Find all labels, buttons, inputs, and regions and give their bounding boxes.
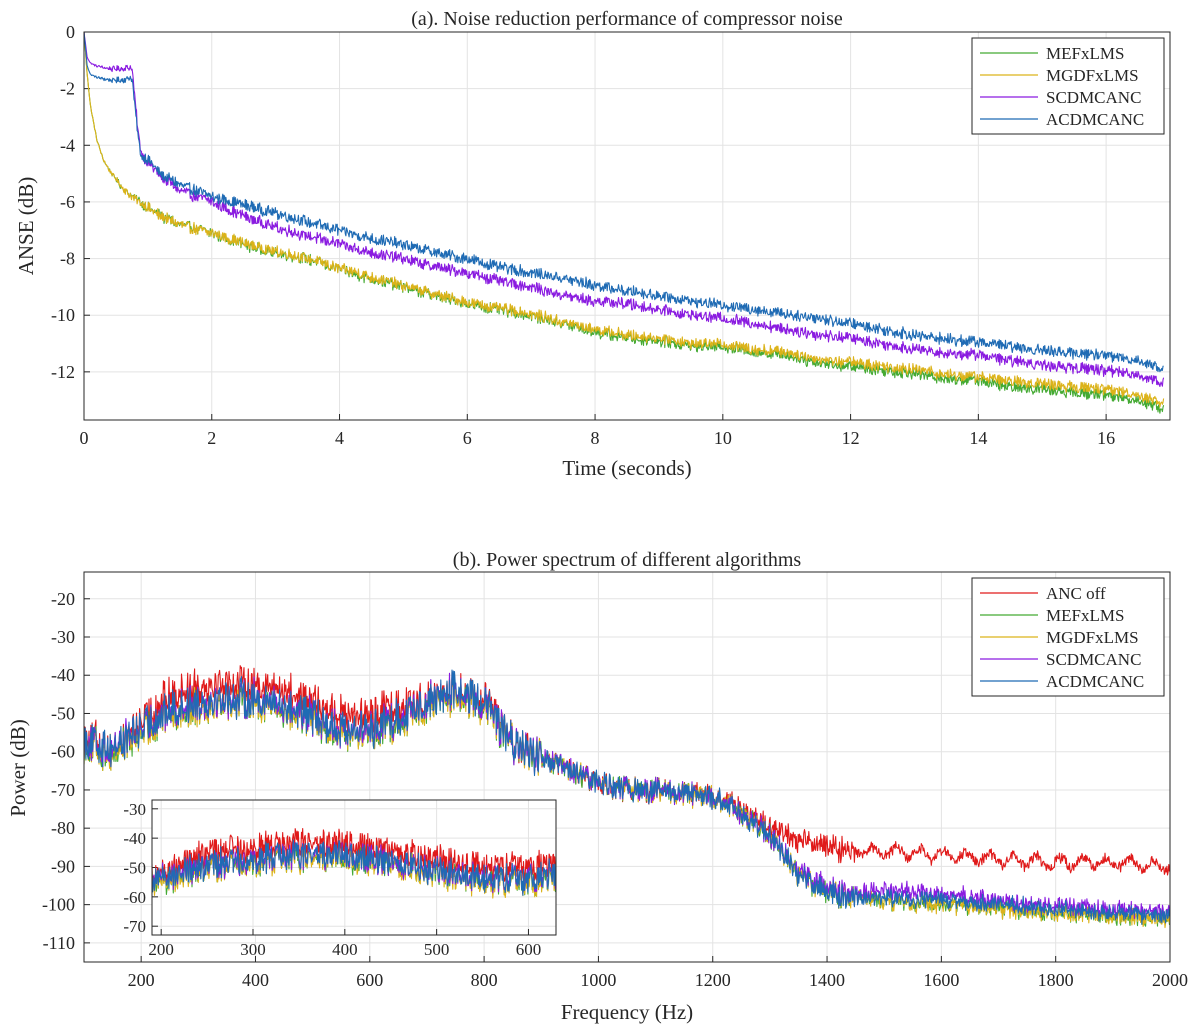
chart-b-tick-label-x: 800: [471, 970, 498, 990]
chart-a-legend-label: ACDMCANC: [1046, 110, 1144, 129]
chart-b-tick-label-x: 1000: [580, 970, 616, 990]
chart-b-legend-label: ANC off: [1046, 584, 1106, 603]
chart-a-tick-label-x: 0: [80, 428, 89, 448]
chart-a-legend-label: MGDFxLMS: [1046, 66, 1139, 85]
chart-b-tick-label-x: 1400: [809, 970, 845, 990]
chart-b-legend-label: SCDMCANC: [1046, 650, 1141, 669]
chart-a-series-line: [84, 32, 1165, 388]
chart-a-tick-label-y: -2: [60, 79, 75, 99]
inset-axes-box: [151, 799, 557, 936]
chart-a-tick-label-x: 10: [714, 428, 732, 448]
chart-a-tick-label-x: 8: [591, 428, 600, 448]
chart-a-tick-label-y: -6: [60, 192, 75, 212]
chart-a-series-group: [84, 32, 1165, 414]
inset-tick-label-y: -50: [123, 859, 146, 878]
chart-b-tick-label-y: -40: [51, 665, 75, 685]
chart-b-tick-label-x: 1200: [695, 970, 731, 990]
chart-b-tick-label-y: -60: [51, 742, 75, 762]
chart-a-title: (a). Noise reduction performance of comp…: [411, 8, 843, 30]
chart-b-tick-label-x: 1800: [1038, 970, 1074, 990]
inset-tick-label-y: -60: [123, 888, 146, 907]
inset-series-line: [152, 839, 556, 896]
inset-tick-label-y: -30: [123, 800, 146, 819]
inset-chart: 200 300 400 500 600 -30 -40 -50 -60 -70: [123, 799, 557, 959]
inset-series-group: [152, 828, 556, 899]
inset-tick-label-x: 200: [148, 940, 174, 959]
chart-b-tick-label-x: 2000: [1152, 970, 1188, 990]
chart-a-legend: MEFxLMS MGDFxLMS SCDMCANC ACDMCANC: [971, 37, 1165, 135]
chart-a-legend-label: MEFxLMS: [1046, 44, 1124, 63]
chart-b: (b). Power spectrum of different algorit…: [6, 549, 1188, 1024]
chart-b-ylabel: Power (dB): [6, 719, 30, 816]
chart-b-series-line: [84, 669, 1170, 925]
chart-b-xlabel: Frequency (Hz): [561, 1000, 693, 1024]
inset-tick-label-x: 400: [332, 940, 358, 959]
chart-a-series-line: [84, 32, 1165, 408]
chart-b-legend-label: MEFxLMS: [1046, 606, 1124, 625]
chart-a-tick-label-x: 16: [1097, 428, 1115, 448]
chart-b-tick-label-x: 1600: [923, 970, 959, 990]
chart-a-tick-label-x: 2: [207, 428, 216, 448]
chart-a-ylabel: ANSE (dB): [14, 177, 38, 276]
chart-b-legend: ANC off MEFxLMS MGDFxLMS SCDMCANC ACDMCANC: [971, 577, 1165, 697]
chart-b-axes-box: [83, 571, 1171, 963]
chart-b-tick-label-y: -30: [51, 627, 75, 647]
chart-b-tick-label-y: -50: [51, 703, 75, 723]
chart-a-legend-label: SCDMCANC: [1046, 88, 1141, 107]
chart-b-tick-label-y: -80: [51, 818, 75, 838]
chart-b-tick-label-x: 200: [128, 970, 155, 990]
chart-a-legend-box: [971, 37, 1165, 135]
chart-b-title: (b). Power spectrum of different algorit…: [453, 549, 802, 571]
chart-a-tick-label-x: 6: [463, 428, 472, 448]
inset-series-line: [152, 828, 556, 890]
chart-b-tick-label-x: 600: [356, 970, 383, 990]
chart-a-tick-label-y: 0: [66, 22, 75, 42]
chart-a-series-line: [84, 32, 1164, 373]
inset-tick-label-y: -40: [123, 829, 146, 848]
chart-a: (a). Noise reduction performance of comp…: [14, 8, 1171, 480]
chart-a-tick-label-y: -8: [60, 249, 75, 269]
chart-a-tick-label-x: 14: [969, 428, 987, 448]
chart-b-tick-label-y: -20: [51, 589, 75, 609]
chart-b-legend-label: ACDMCANC: [1046, 672, 1144, 691]
chart-b-tick-label-y: -110: [43, 933, 75, 953]
inset-tick-label-y: -70: [123, 917, 146, 936]
chart-a-tick-label-x: 12: [842, 428, 860, 448]
chart-a-xlabel: Time (seconds): [562, 456, 691, 480]
chart-b-tick-label-x: 400: [242, 970, 269, 990]
chart-b-tick-label-y: -70: [51, 780, 75, 800]
inset-tick-label-x: 300: [240, 940, 266, 959]
chart-a-axes-box: [83, 31, 1171, 421]
chart-b-series-group: [84, 665, 1170, 929]
inset-tick-label-x: 500: [424, 940, 450, 959]
chart-b-tick-label-y: -100: [42, 895, 75, 915]
chart-a-tick-label-y: -4: [60, 135, 75, 155]
chart-a-tick-label-x: 4: [335, 428, 344, 448]
inset-tick-label-x: 600: [516, 940, 542, 959]
chart-b-tick-label-y: -90: [51, 856, 75, 876]
chart-b-legend-label: MGDFxLMS: [1046, 628, 1139, 647]
chart-a-tick-label-y: -12: [51, 362, 75, 382]
chart-a-tick-label-y: -10: [51, 305, 75, 325]
